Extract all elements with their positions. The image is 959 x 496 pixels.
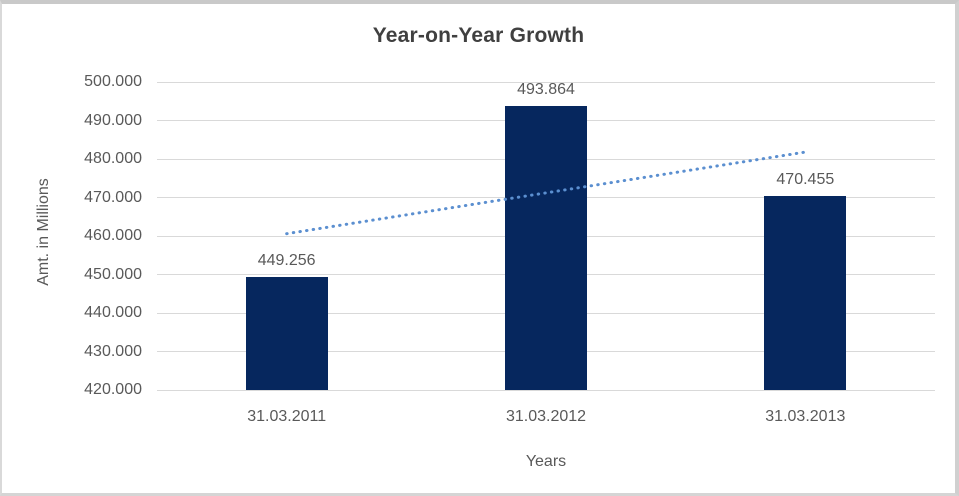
bar-31.03.2011 (245, 277, 328, 390)
gridline (157, 389, 935, 391)
x-axis-title: Years (525, 453, 567, 470)
bar-31.03.2013 (764, 195, 847, 390)
bar-data-label: 449.256 (257, 252, 316, 270)
y-tick-label: 460.000 (84, 227, 142, 244)
y-tick-label: 450.000 (84, 265, 142, 283)
gridline (157, 81, 935, 83)
bar-31.03.2012 (505, 105, 587, 390)
y-axis-title: Amt. in Millions (35, 178, 52, 286)
x-tick-label: 31.03.2013 (765, 408, 846, 425)
chart-title: Year-on-Year Growth (372, 24, 585, 47)
plot-area: 449.256 493.864 470.455 (157, 80, 935, 391)
x-tick-label: 31.03.2011 (247, 408, 327, 425)
y-tick-label: 470.000 (84, 188, 142, 206)
bar-data-label: 470.455 (776, 170, 835, 188)
y-tick-label: 420.000 (84, 381, 142, 398)
trendline (285, 150, 807, 236)
x-tick-label: 31.03.2012 (505, 408, 587, 425)
y-tick-label: 490.000 (84, 111, 142, 129)
y-tick-label: 500.000 (84, 73, 142, 90)
y-tick-label: 440.000 (84, 304, 142, 321)
y-tick-label: 480.000 (84, 150, 142, 167)
bar-data-label: 493.864 (517, 80, 575, 98)
y-tick-label: 430.000 (84, 342, 142, 360)
